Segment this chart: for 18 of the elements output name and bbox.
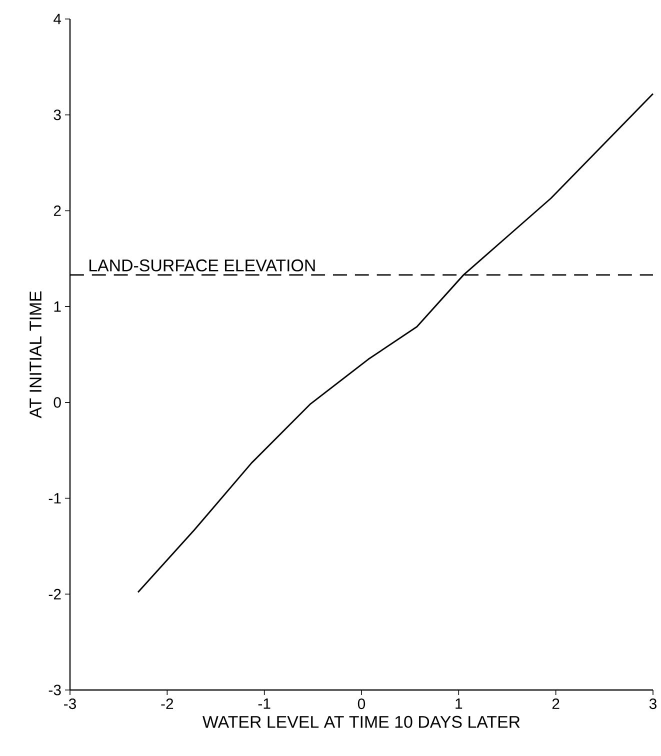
y-tick-label: -1 <box>48 493 61 504</box>
y-tick-label: 0 <box>54 397 61 408</box>
x-tick-label: 3 <box>649 698 656 710</box>
x-tick-label: 1 <box>456 698 462 709</box>
y-tick-label: 1 <box>54 301 61 312</box>
y-tick-label: 2 <box>54 205 61 216</box>
x-tick-label: -3 <box>64 698 76 710</box>
y-tick-label: 3 <box>54 110 61 120</box>
x-tick-label: -1 <box>258 698 270 709</box>
y-tick-label: -3 <box>48 684 61 696</box>
x-axis-title: WATER LEVEL AT TIME 10 DAYS LATER <box>202 716 520 728</box>
x-tick-label: 0 <box>358 698 366 710</box>
y-axis-title: AT INITIAL TIME <box>30 291 42 418</box>
y-tick-label: -2 <box>48 588 61 600</box>
ref-line-label: LAND-SURFACE ELEVATION <box>89 259 315 272</box>
x-tick-label: 2 <box>552 698 560 709</box>
y-tick-label: 4 <box>54 14 62 24</box>
x-tick-label: -2 <box>161 698 174 709</box>
